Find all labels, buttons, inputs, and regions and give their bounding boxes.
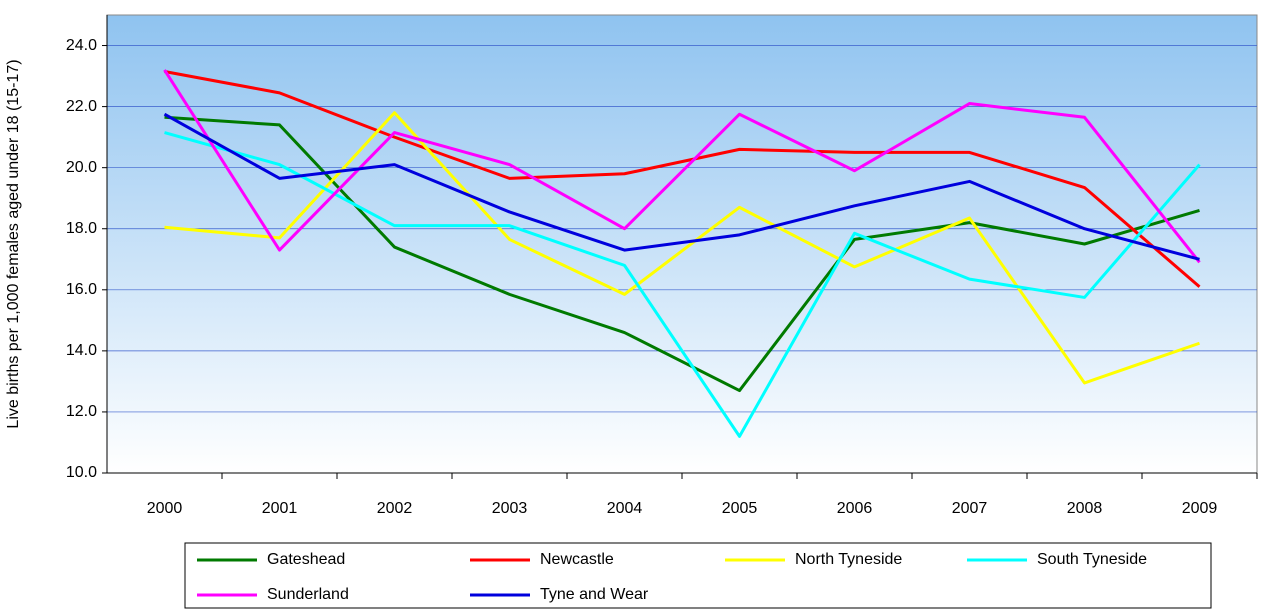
y-axis-title: Live births per 1,000 females aged under… bbox=[5, 59, 22, 428]
legend-label: Sunderland bbox=[267, 586, 349, 603]
series-line bbox=[164, 70, 1201, 288]
y-tick-label: 10.0 bbox=[66, 464, 97, 481]
y-tick-label: 14.0 bbox=[66, 342, 97, 359]
y-tick-label: 12.0 bbox=[66, 403, 97, 420]
x-tick-label: 2001 bbox=[262, 500, 298, 517]
x-tick-label: 2000 bbox=[147, 500, 183, 517]
series-line bbox=[163, 112, 1200, 261]
legend-label: Gateshead bbox=[267, 551, 345, 568]
y-tick-label: 24.0 bbox=[66, 37, 97, 54]
legend bbox=[184, 542, 1212, 609]
y-tick-label: 18.0 bbox=[66, 220, 97, 237]
y-tick-label: 22.0 bbox=[66, 98, 97, 115]
series-line bbox=[164, 131, 1201, 438]
series-line bbox=[163, 69, 1201, 264]
x-tick-label: 2008 bbox=[1067, 500, 1103, 517]
legend-label: South Tyneside bbox=[1037, 551, 1147, 568]
x-tick-label: 2006 bbox=[837, 500, 873, 517]
x-tick-label: 2005 bbox=[722, 500, 758, 517]
y-tick-label: 16.0 bbox=[66, 281, 97, 298]
legend-label: North Tyneside bbox=[795, 551, 902, 568]
series-line bbox=[164, 111, 1200, 385]
x-tick-label: 2004 bbox=[607, 500, 643, 517]
x-tick-label: 2009 bbox=[1182, 500, 1218, 517]
y-tick-label: 20.0 bbox=[66, 159, 97, 176]
x-tick-label: 2007 bbox=[952, 500, 988, 517]
x-tick-label: 2002 bbox=[377, 500, 413, 517]
legend-label: Newcastle bbox=[540, 551, 614, 568]
plot-area bbox=[106, 14, 1258, 474]
series-line bbox=[164, 115, 1200, 393]
x-tick-label: 2003 bbox=[492, 500, 528, 517]
legend-label: Tyne and Wear bbox=[540, 586, 649, 603]
